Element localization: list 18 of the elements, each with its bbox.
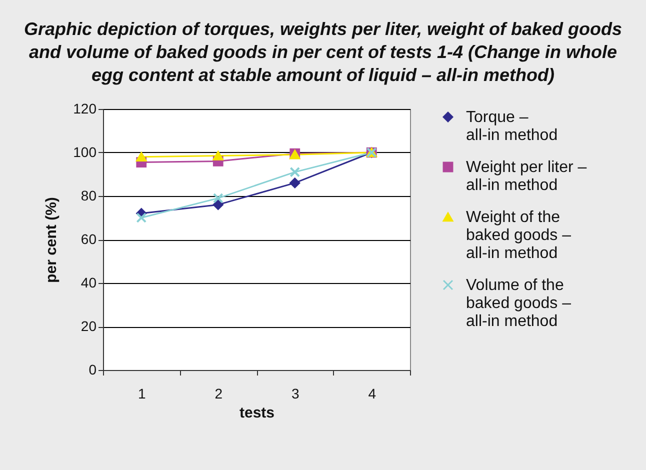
x-tick-label: 1 — [138, 386, 146, 402]
x-tick-label: 2 — [214, 386, 223, 402]
legend-label: Volume of the baked goods – all-in method — [466, 277, 572, 330]
x-axis-title: tests — [239, 404, 275, 422]
x-tick-label: 4 — [368, 386, 376, 402]
chart-title: Graphic depiction of torques, weights per liter, weight of baked goods and volume of baked goods in per cent of tests 1-4 (Change in whole egg content at stable amount of liquid – all-in method) — [23, 18, 623, 87]
legend-label: Weight of the baked goods – all-in method — [466, 209, 572, 262]
y-axis-title: per cent (%) — [43, 197, 60, 283]
y-tick-label: 80 — [80, 188, 97, 204]
y-tick-label: 40 — [80, 274, 97, 290]
x-tick-label: 3 — [291, 386, 300, 402]
legend-label: Weight per liter – all-in method — [466, 159, 587, 194]
y-tick-label: 120 — [73, 100, 97, 116]
y-tick-label: 100 — [73, 144, 97, 160]
y-tick-label: 0 — [88, 362, 97, 378]
legend-label: Torque – all-in method — [466, 109, 558, 144]
y-tick-label: 60 — [80, 231, 97, 247]
y-tick-label: 20 — [80, 318, 97, 334]
